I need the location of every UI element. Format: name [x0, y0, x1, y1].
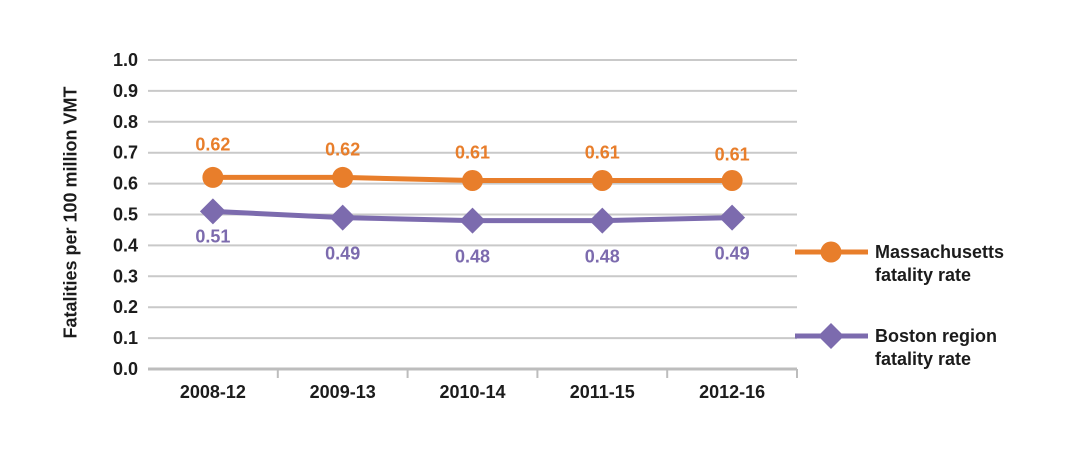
data-label-massachusetts: 0.61: [455, 143, 490, 163]
y-tick-label: 0.1: [113, 328, 138, 348]
y-tick-label: 0.6: [113, 174, 138, 194]
data-point-marker-massachusetts: [202, 166, 224, 188]
data-label-massachusetts: 0.62: [195, 134, 230, 154]
y-tick-label: 1.0: [113, 50, 138, 70]
x-tick-label: 2009-13: [310, 382, 376, 402]
data-label-massachusetts: 0.62: [325, 139, 360, 159]
data-label-massachusetts: 0.61: [715, 145, 750, 165]
data-point-marker-boston: [329, 204, 356, 231]
y-tick-label: 0.2: [113, 297, 138, 317]
y-tick-label: 0.7: [113, 143, 138, 163]
data-point-marker-boston: [719, 204, 746, 231]
x-tick-label: 2008-12: [180, 382, 246, 402]
y-tick-label: 0.0: [113, 359, 138, 379]
y-tick-label: 0.5: [113, 205, 138, 225]
data-point-marker-boston: [199, 198, 226, 225]
y-tick-label: 0.3: [113, 266, 138, 286]
legend-diamond-icon: [818, 323, 844, 349]
data-point-marker-boston: [459, 207, 486, 234]
data-label-massachusetts: 0.61: [585, 143, 620, 163]
legend-circle-icon: [820, 241, 842, 263]
data-label-boston: 0.48: [455, 247, 490, 267]
x-tick-label: 2012-16: [699, 382, 765, 402]
data-point-marker-massachusetts: [721, 170, 743, 192]
legend-label-massachusetts: Massachusetts fatality rate: [875, 242, 1005, 285]
data-point-marker-massachusetts: [332, 166, 354, 188]
y-tick-label: 0.4: [113, 235, 138, 255]
y-tick-label: 0.8: [113, 112, 138, 132]
y-tick-label: 0.9: [113, 81, 138, 101]
data-label-boston: 0.51: [195, 226, 230, 246]
legend-label-boston: Boston region fatality rate: [875, 326, 997, 369]
data-point-marker-massachusetts: [591, 170, 613, 192]
x-tick-label: 2010-14: [439, 382, 505, 402]
data-label-boston: 0.49: [715, 244, 750, 264]
data-label-boston: 0.48: [585, 247, 620, 267]
data-point-marker-boston: [589, 207, 616, 234]
x-tick-label: 2011-15: [570, 382, 635, 402]
data-label-boston: 0.49: [325, 244, 360, 264]
data-point-marker-massachusetts: [462, 170, 483, 192]
